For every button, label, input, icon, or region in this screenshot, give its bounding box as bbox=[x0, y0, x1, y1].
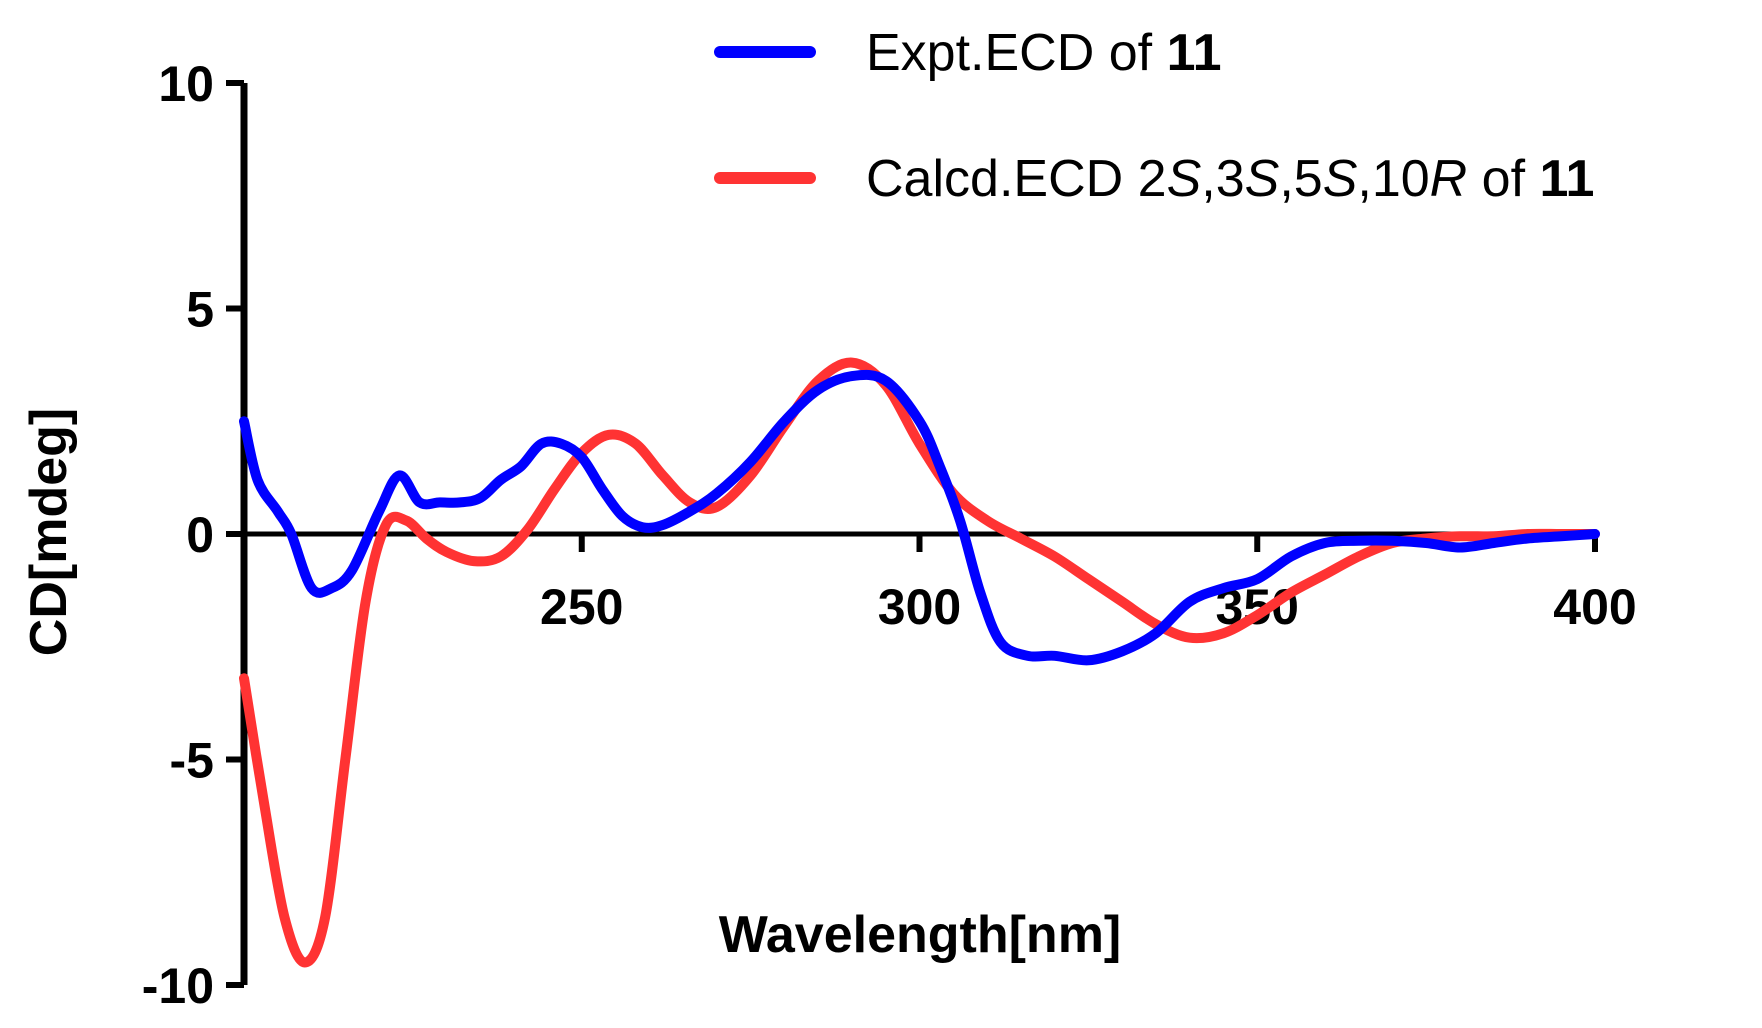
series-layer bbox=[239, 357, 1600, 968]
legend-label-part: R bbox=[1430, 150, 1468, 208]
legend-label-part: ,10 bbox=[1357, 150, 1429, 208]
legend-label-part: S bbox=[1167, 150, 1202, 208]
legend-label-part: 11 bbox=[1540, 150, 1595, 208]
y-axis-title: CD[mdeg] bbox=[20, 408, 78, 656]
series-line-expt bbox=[239, 369, 1600, 666]
legend-label-part: 11 bbox=[1167, 24, 1222, 82]
legend-label-part: S bbox=[1323, 150, 1358, 208]
y-tick-label: 5 bbox=[186, 282, 214, 338]
y-tick-label: -5 bbox=[170, 733, 214, 789]
x-tick-label: 250 bbox=[540, 579, 623, 635]
series-line-calcd bbox=[239, 357, 1600, 968]
legend-label-part: S bbox=[1245, 150, 1280, 208]
x-tick-label: 400 bbox=[1553, 579, 1636, 635]
x-axis-title: Wavelength[nm] bbox=[719, 906, 1122, 964]
legend-label-part: ,5 bbox=[1279, 150, 1322, 208]
legend-label: Expt.ECD of 11 bbox=[866, 24, 1222, 82]
y-tick-label: 0 bbox=[186, 507, 214, 563]
legend-label-part: Expt.ECD of bbox=[866, 24, 1167, 82]
x-tick-label: 300 bbox=[878, 579, 961, 635]
y-tick-label: -10 bbox=[142, 958, 214, 1014]
titles-layer: Wavelength[nm] CD[mdeg] bbox=[20, 408, 1121, 964]
y-tick-label: 10 bbox=[158, 56, 214, 112]
legend-label-part: of bbox=[1467, 150, 1539, 208]
legend-label-part: ,3 bbox=[1201, 150, 1244, 208]
legend-label: Calcd.ECD 2S,3S,5S,10R of 11 bbox=[866, 150, 1594, 208]
legend-label-part: Calcd.ECD 2 bbox=[866, 150, 1167, 208]
